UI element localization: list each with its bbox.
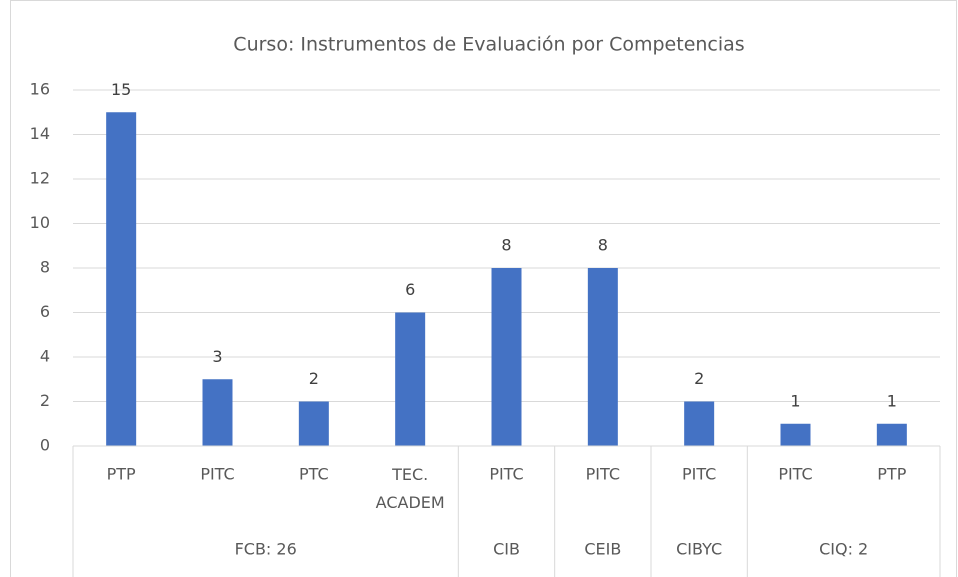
group-label: CIBYC [676, 540, 722, 559]
x-tick-label: TEC. ACADEM [376, 465, 445, 512]
y-tick-label: 4 [40, 347, 50, 366]
data-label: 2 [694, 369, 704, 388]
y-tick-label: 14 [30, 124, 50, 143]
y-tick-label: 16 [30, 80, 50, 99]
bar [202, 379, 233, 446]
bar [587, 268, 618, 446]
data-label: 15 [111, 80, 131, 99]
group-label: CEIB [584, 540, 621, 559]
bar [298, 401, 329, 446]
chart-title: Curso: Instrumentos de Evaluación por Co… [233, 34, 744, 56]
y-tick-label: 2 [40, 391, 50, 410]
group-label: CIB [493, 540, 520, 559]
bar [684, 401, 715, 446]
x-tick-label: PITC [586, 465, 620, 484]
x-tick-label: PTC [299, 465, 329, 484]
y-tick-label: 6 [40, 302, 50, 321]
data-label: 2 [309, 369, 319, 388]
y-tick-label: 12 [30, 169, 50, 188]
chart-border [10, 0, 957, 577]
y-tick-label: 0 [40, 436, 50, 455]
data-label: 8 [501, 236, 511, 255]
y-tick-label: 8 [40, 258, 50, 277]
x-tick-label: PTP [877, 465, 906, 484]
group-label: CIQ: 2 [819, 540, 868, 559]
bar [106, 112, 137, 446]
bar [876, 423, 907, 446]
data-label: 1 [887, 391, 897, 410]
x-tick-label: PITC [778, 465, 812, 484]
data-label: 3 [212, 347, 222, 366]
bar [780, 423, 811, 446]
x-tick-label: PTP [107, 465, 136, 484]
x-tick-label: PITC [489, 465, 523, 484]
x-tick-label: PITC [200, 465, 234, 484]
y-tick-label: 10 [30, 213, 50, 232]
bar [395, 312, 426, 446]
data-label: 8 [598, 236, 608, 255]
data-label: 6 [405, 280, 415, 299]
x-tick-label: PITC [682, 465, 716, 484]
group-label: FCB: 26 [235, 540, 297, 559]
data-label: 1 [790, 391, 800, 410]
bar [491, 268, 522, 446]
